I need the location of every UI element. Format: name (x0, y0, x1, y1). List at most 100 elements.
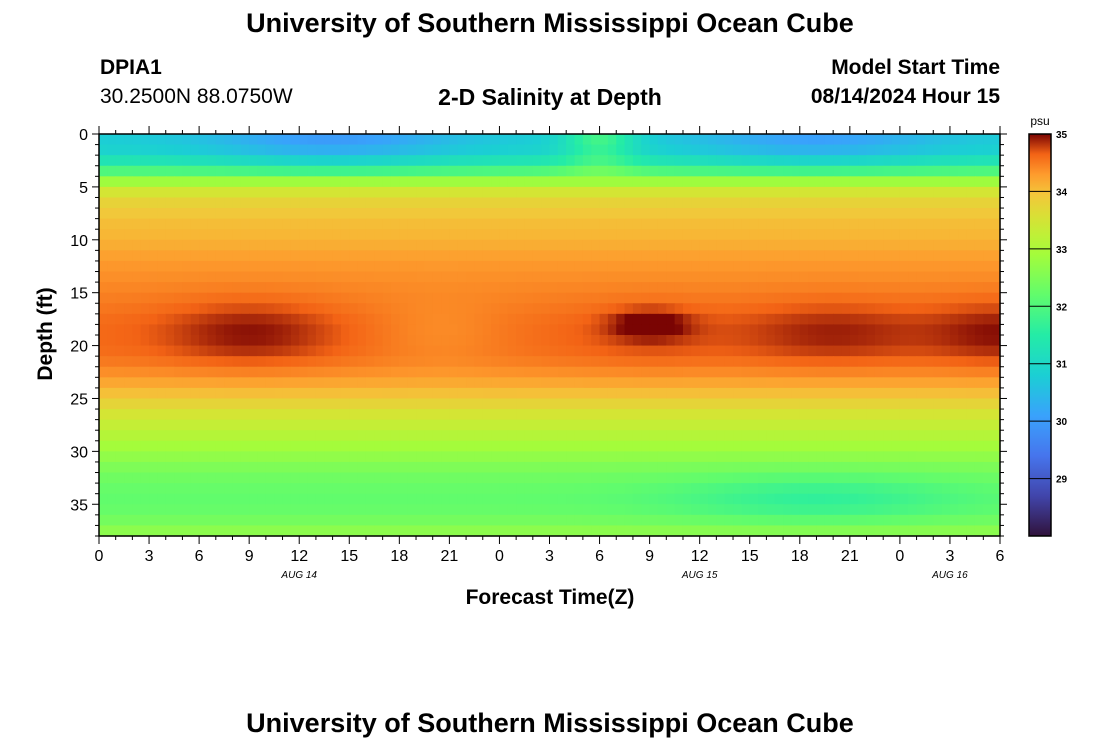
heatmap-cell (257, 409, 267, 421)
heatmap-cell (874, 356, 884, 368)
heatmap-cell (941, 472, 951, 484)
heatmap-cell (516, 208, 526, 220)
heatmap-cell (99, 313, 108, 326)
heatmap-cell (591, 324, 601, 336)
heatmap-cell (224, 134, 234, 146)
heatmap-cell (983, 303, 993, 315)
heatmap-cell (265, 430, 275, 442)
heatmap-cell (632, 176, 642, 188)
heatmap-cell (607, 514, 617, 527)
heatmap-cell (332, 282, 342, 294)
heatmap-cell (140, 324, 150, 336)
heatmap-cell (315, 493, 325, 505)
heatmap-cell (232, 504, 242, 516)
heatmap-cell (149, 430, 158, 442)
heatmap-cell (491, 271, 501, 283)
heatmap-cell (891, 282, 901, 294)
heatmap-cell (883, 493, 893, 505)
heatmap-cell (240, 186, 250, 199)
heatmap-cell (799, 483, 809, 495)
heatmap-cell (758, 493, 767, 505)
heatmap-cell (124, 197, 133, 209)
heatmap-cell (674, 239, 684, 251)
heatmap-cell (132, 440, 142, 452)
heatmap-cell (407, 419, 417, 431)
heatmap-cell (858, 409, 868, 421)
heatmap-cell (190, 239, 200, 251)
heatmap-cell (190, 250, 200, 262)
heatmap-cell (282, 419, 292, 431)
heatmap-cell (124, 461, 133, 474)
heatmap-cell (466, 335, 476, 347)
heatmap-cell (791, 461, 801, 474)
heatmap-cell (666, 461, 676, 474)
heatmap-cell (491, 366, 501, 378)
heatmap-cell (491, 440, 501, 452)
heatmap-cell (933, 165, 943, 177)
heatmap-cell (599, 451, 609, 463)
heatmap-cell (157, 409, 167, 421)
heatmap-cell (115, 387, 125, 400)
heatmap-cell (557, 271, 567, 283)
heatmap-cell (274, 324, 284, 336)
heatmap-cell (733, 218, 742, 230)
heatmap-cell (407, 218, 417, 230)
heatmap-cell (265, 292, 275, 304)
heatmap-cell (290, 176, 300, 188)
heatmap-cell (324, 292, 334, 304)
heatmap-cell (140, 451, 150, 463)
heatmap-cell (949, 440, 959, 452)
heatmap-cell (557, 324, 567, 336)
heatmap-cell (708, 387, 717, 400)
heatmap-cell (324, 419, 334, 431)
heatmap-cell (774, 483, 784, 495)
heatmap-cell (541, 292, 551, 304)
heatmap-cell (958, 165, 968, 177)
heatmap-cell (849, 239, 859, 251)
heatmap-cell (708, 165, 717, 177)
heatmap-cell (165, 440, 175, 452)
heatmap-cell (724, 451, 734, 463)
heatmap-cell (916, 514, 926, 527)
heatmap-cell (616, 282, 626, 294)
heatmap-cell (107, 409, 117, 421)
heatmap-cell (557, 430, 567, 442)
heatmap-cell (174, 292, 184, 304)
heatmap-cell (716, 387, 726, 400)
heatmap-cell (482, 134, 492, 146)
heatmap-cell (649, 197, 659, 209)
heatmap-cell (591, 208, 601, 220)
x-tick-label: 3 (945, 548, 954, 565)
heatmap-cell (174, 398, 184, 410)
heatmap-cell (432, 356, 442, 368)
heatmap-cell (491, 514, 501, 527)
heatmap-cell (682, 292, 692, 304)
heatmap-cell (724, 366, 734, 378)
heatmap-cell (357, 155, 367, 167)
heatmap-cell (99, 239, 108, 251)
heatmap-cell (416, 165, 425, 177)
heatmap-cell (482, 155, 492, 167)
heatmap-cell (933, 292, 943, 304)
heatmap-cell (524, 218, 534, 230)
heatmap-cell (666, 134, 676, 146)
heatmap-cell (799, 134, 809, 146)
heatmap-cell (315, 165, 325, 177)
heatmap-cell (958, 440, 968, 452)
heatmap-cell (182, 419, 192, 431)
heatmap-cell (541, 218, 551, 230)
heatmap-cell (132, 324, 142, 336)
heatmap-cell (974, 176, 984, 188)
heatmap-cell (749, 430, 759, 442)
heatmap-cell (399, 440, 409, 452)
heatmap-cell (924, 419, 934, 431)
heatmap-cell (949, 335, 959, 347)
heatmap-cell (624, 409, 634, 421)
heatmap-cell (749, 197, 759, 209)
heatmap-cell (124, 493, 133, 505)
heatmap-cell (357, 239, 367, 251)
heatmap-cell (741, 409, 751, 421)
heatmap-cell (374, 197, 384, 209)
heatmap-cell (649, 366, 659, 378)
